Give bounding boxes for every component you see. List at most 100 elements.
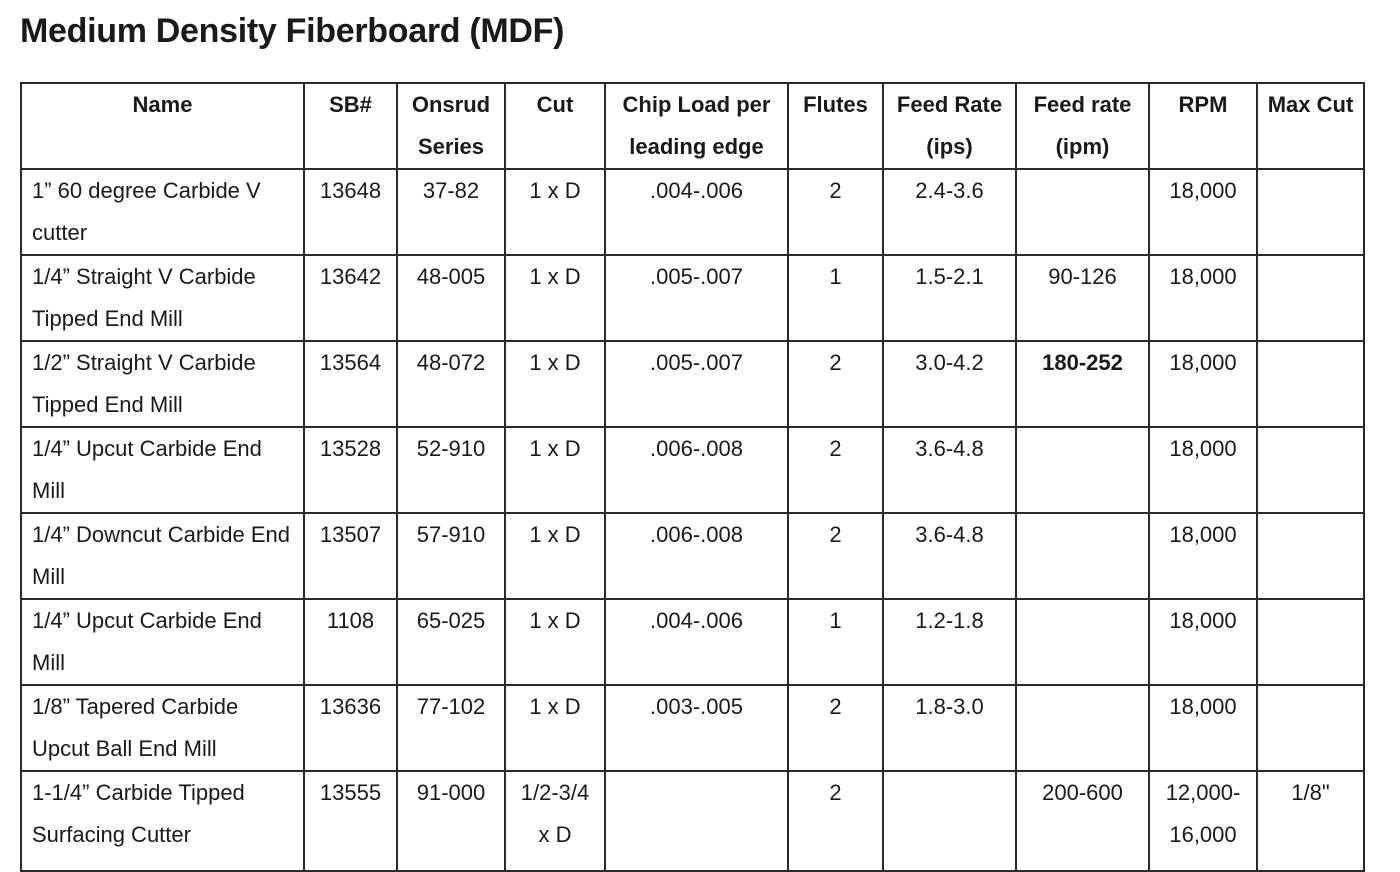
col-header-feed-ips: Feed Rate (ips) xyxy=(882,82,1017,170)
cell-rpm: 18,000 xyxy=(1148,340,1258,428)
cell-rpm: 18,000 xyxy=(1148,168,1258,256)
cell-sb: 13564 xyxy=(303,340,398,428)
cell-max-cut xyxy=(1256,598,1365,686)
table-row: 1/8” Tapered Carbide Upcut Ball End Mill… xyxy=(20,684,1365,772)
table-row: 1/2” Straight V Carbide Tipped End Mill … xyxy=(20,340,1365,428)
cell-series: 57-910 xyxy=(396,512,506,600)
cell-cut: 1 x D xyxy=(504,168,606,256)
cell-sb: 13648 xyxy=(303,168,398,256)
cell-feed-ips: 1.2-1.8 xyxy=(882,598,1017,686)
cell-sb: 1108 xyxy=(303,598,398,686)
cell-feed-ipm xyxy=(1015,426,1150,514)
cell-cut: 1 x D xyxy=(504,598,606,686)
cell-series: 77-102 xyxy=(396,684,506,772)
cell-max-cut xyxy=(1256,254,1365,342)
cell-chip-load: .004-.006 xyxy=(604,598,789,686)
cell-series: 48-072 xyxy=(396,340,506,428)
cell-chip-load: .006-.008 xyxy=(604,426,789,514)
cell-flutes: 2 xyxy=(787,168,884,256)
cell-chip-load xyxy=(604,770,789,872)
cell-series: 52-910 xyxy=(396,426,506,514)
table-row: 1” 60 degree Carbide V cutter 13648 37-8… xyxy=(20,168,1365,256)
cell-flutes: 2 xyxy=(787,512,884,600)
cell-feed-ipm: 90-126 xyxy=(1015,254,1150,342)
cell-cut: 1/2-3/4 x D xyxy=(504,770,606,872)
cell-cut: 1 x D xyxy=(504,340,606,428)
cell-rpm: 18,000 xyxy=(1148,684,1258,772)
col-header-cut: Cut xyxy=(504,82,606,170)
cell-max-cut xyxy=(1256,168,1365,256)
cell-chip-load: .005-.007 xyxy=(604,340,789,428)
cell-series: 37-82 xyxy=(396,168,506,256)
cell-sb: 13642 xyxy=(303,254,398,342)
cell-series: 91-000 xyxy=(396,770,506,872)
table-row: 1/4” Upcut Carbide End Mill 13528 52-910… xyxy=(20,426,1365,514)
cell-name: 1/8” Tapered Carbide Upcut Ball End Mill xyxy=(20,684,305,772)
cell-sb: 13636 xyxy=(303,684,398,772)
cell-max-cut: 1/8" xyxy=(1256,770,1365,872)
mdf-tooling-table: Name SB# Onsrud Series Cut Chip Load per… xyxy=(20,82,1365,872)
cell-feed-ips: 2.4-3.6 xyxy=(882,168,1017,256)
cell-rpm: 18,000 xyxy=(1148,598,1258,686)
cell-max-cut xyxy=(1256,684,1365,772)
cell-cut: 1 x D xyxy=(504,426,606,514)
cell-feed-ipm: 200-600 xyxy=(1015,770,1150,872)
cell-flutes: 2 xyxy=(787,684,884,772)
col-header-flutes: Flutes xyxy=(787,82,884,170)
table-row: 1/4” Downcut Carbide End Mill 13507 57-9… xyxy=(20,512,1365,600)
cell-sb: 13528 xyxy=(303,426,398,514)
cell-cut: 1 x D xyxy=(504,512,606,600)
col-header-series: Onsrud Series xyxy=(396,82,506,170)
cell-flutes: 2 xyxy=(787,340,884,428)
col-header-max-cut: Max Cut xyxy=(1256,82,1365,170)
table-row: 1/4” Upcut Carbide End Mill 1108 65-025 … xyxy=(20,598,1365,686)
cell-chip-load: .003-.005 xyxy=(604,684,789,772)
cell-name: 1/4” Upcut Carbide End Mill xyxy=(20,598,305,686)
col-header-sb: SB# xyxy=(303,82,398,170)
cell-cut: 1 x D xyxy=(504,684,606,772)
cell-flutes: 1 xyxy=(787,598,884,686)
cell-name: 1/4” Downcut Carbide End Mill xyxy=(20,512,305,600)
table-row: 1-1/4” Carbide Tipped Surfacing Cutter 1… xyxy=(20,770,1365,872)
cell-series: 48-005 xyxy=(396,254,506,342)
cell-max-cut xyxy=(1256,340,1365,428)
page-title: Medium Density Fiberboard (MDF) xyxy=(20,12,565,50)
cell-feed-ipm xyxy=(1015,512,1150,600)
cell-feed-ips: 3.0-4.2 xyxy=(882,340,1017,428)
cell-feed-ips: 3.6-4.8 xyxy=(882,426,1017,514)
cell-feed-ipm xyxy=(1015,598,1150,686)
col-header-name: Name xyxy=(20,82,305,170)
cell-sb: 13507 xyxy=(303,512,398,600)
cell-feed-ipm xyxy=(1015,684,1150,772)
cell-feed-ipm xyxy=(1015,168,1150,256)
cell-name: 1” 60 degree Carbide V cutter xyxy=(20,168,305,256)
col-header-feed-ipm: Feed rate (ipm) xyxy=(1015,82,1150,170)
cell-flutes: 2 xyxy=(787,426,884,514)
col-header-chip-load: Chip Load per leading edge xyxy=(604,82,789,170)
cell-max-cut xyxy=(1256,426,1365,514)
cell-feed-ips: 3.6-4.8 xyxy=(882,512,1017,600)
cell-rpm: 12,000-16,000 xyxy=(1148,770,1258,872)
cell-rpm: 18,000 xyxy=(1148,254,1258,342)
cell-cut: 1 x D xyxy=(504,254,606,342)
cell-max-cut xyxy=(1256,512,1365,600)
cell-flutes: 1 xyxy=(787,254,884,342)
cell-feed-ips: 1.8-3.0 xyxy=(882,684,1017,772)
cell-series: 65-025 xyxy=(396,598,506,686)
cell-name: 1/2” Straight V Carbide Tipped End Mill xyxy=(20,340,305,428)
cell-feed-ips: 1.5-2.1 xyxy=(882,254,1017,342)
col-header-rpm: RPM xyxy=(1148,82,1258,170)
cell-feed-ips xyxy=(882,770,1017,872)
table-body: 1” 60 degree Carbide V cutter 13648 37-8… xyxy=(20,168,1365,872)
cell-name: 1-1/4” Carbide Tipped Surfacing Cutter xyxy=(20,770,305,872)
header-row: Name SB# Onsrud Series Cut Chip Load per… xyxy=(20,82,1365,170)
cell-flutes: 2 xyxy=(787,770,884,872)
cell-name: 1/4” Upcut Carbide End Mill xyxy=(20,426,305,514)
cell-rpm: 18,000 xyxy=(1148,426,1258,514)
cell-sb: 13555 xyxy=(303,770,398,872)
cell-rpm: 18,000 xyxy=(1148,512,1258,600)
table-header: Name SB# Onsrud Series Cut Chip Load per… xyxy=(20,82,1365,170)
cell-chip-load: .006-.008 xyxy=(604,512,789,600)
cell-chip-load: .004-.006 xyxy=(604,168,789,256)
